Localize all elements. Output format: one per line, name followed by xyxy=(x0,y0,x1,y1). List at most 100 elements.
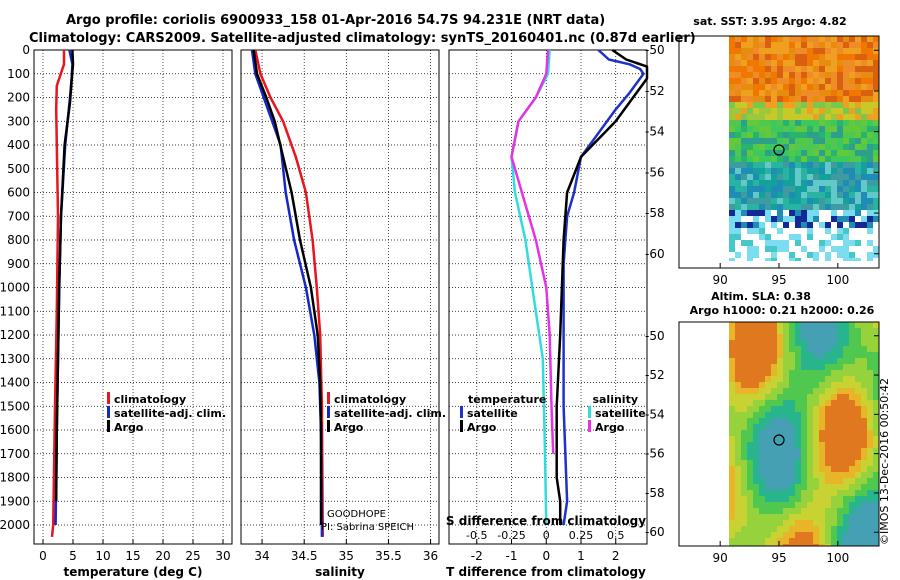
heatmap-cell xyxy=(735,406,741,412)
heatmap-cell xyxy=(849,442,855,448)
heatmap-cell xyxy=(819,454,825,460)
heatmap-cell xyxy=(831,192,837,198)
heatmap-cell xyxy=(819,538,825,544)
heatmap-cell xyxy=(843,538,849,544)
y-tick-label: 500 xyxy=(7,162,30,176)
heatmap-cell xyxy=(777,192,783,198)
heatmap-cell xyxy=(813,544,819,546)
heatmap-cell xyxy=(801,394,807,400)
heatmap-cell xyxy=(843,358,849,364)
heatmap-cell xyxy=(867,346,873,352)
heatmap-cell xyxy=(855,412,861,418)
heatmap-cell xyxy=(873,484,879,490)
heatmap-cell xyxy=(747,466,753,472)
heatmap-cell xyxy=(831,388,837,394)
x-tick-label: 1 xyxy=(577,549,585,563)
heatmap-cell xyxy=(789,126,795,132)
heatmap-cell xyxy=(861,406,867,412)
heatmap-cell xyxy=(771,240,777,246)
heatmap-cell xyxy=(819,394,825,400)
heatmap-cell xyxy=(771,358,777,364)
heatmap-cell xyxy=(813,490,819,496)
heatmap-cell xyxy=(735,454,741,460)
heatmap-cell xyxy=(795,84,801,90)
heatmap-cell xyxy=(849,532,855,538)
heatmap-cell xyxy=(873,216,879,222)
heatmap-cell xyxy=(735,120,741,126)
heatmap-cell xyxy=(753,108,759,114)
heatmap-cell xyxy=(735,54,741,60)
heatmap-cell xyxy=(729,346,735,352)
heatmap-cell xyxy=(813,328,819,334)
heatmap-cell xyxy=(867,376,873,382)
heatmap-cell xyxy=(813,400,819,406)
heatmap-cell xyxy=(735,430,741,436)
heatmap-cell xyxy=(831,126,837,132)
heatmap-cell xyxy=(849,406,855,412)
heatmap-cell xyxy=(801,174,807,180)
heatmap-cell xyxy=(831,144,837,150)
heatmap-cell xyxy=(801,144,807,150)
heatmap-cell xyxy=(873,246,879,252)
heatmap-cell xyxy=(873,532,879,538)
heatmap-cell xyxy=(771,496,777,502)
heatmap-cell xyxy=(807,150,813,156)
heatmap-cell xyxy=(753,210,759,216)
heatmap-cell xyxy=(741,532,747,538)
heatmap-cell xyxy=(759,382,765,388)
heatmap-cell xyxy=(855,436,861,442)
heatmap-cell xyxy=(795,502,801,508)
salinity-grid xyxy=(241,50,439,544)
heatmap-cell xyxy=(735,150,741,156)
heatmap-cell xyxy=(729,42,735,48)
heatmap-cell xyxy=(753,520,759,526)
heatmap-cell xyxy=(819,388,825,394)
salinity-panel: 34 34.5 35 35.5 36 salinity climatology sate… xyxy=(240,49,446,579)
heatmap-cell xyxy=(753,192,759,198)
heatmap-cell xyxy=(735,78,741,84)
heatmap-cell xyxy=(771,246,777,252)
y-tick-label: 400 xyxy=(7,138,30,152)
heatmap-cell xyxy=(753,508,759,514)
x-tick-label: 20 xyxy=(155,549,170,563)
heatmap-cell xyxy=(807,222,813,228)
heatmap-cell xyxy=(831,108,837,114)
heatmap-cell xyxy=(849,340,855,346)
heatmap-cell xyxy=(831,502,837,508)
heatmap-cell xyxy=(867,496,873,502)
heatmap-cell xyxy=(795,216,801,222)
heatmap-cell xyxy=(765,340,771,346)
heatmap-cell xyxy=(843,96,849,102)
heatmap-cell xyxy=(729,418,735,424)
heatmap-cell xyxy=(813,114,819,120)
heatmap-cell xyxy=(825,400,831,406)
heatmap-cell xyxy=(843,364,849,370)
heatmap-cell xyxy=(819,520,825,526)
heatmap-cell xyxy=(765,168,771,174)
heatmap-cell xyxy=(807,216,813,222)
heatmap-cell xyxy=(759,496,765,502)
heatmap-cell xyxy=(831,466,837,472)
heatmap-cell xyxy=(831,186,837,192)
heatmap-cell xyxy=(867,364,873,370)
heatmap-cell xyxy=(777,48,783,54)
heatmap-cell xyxy=(729,234,735,240)
heatmap-cell xyxy=(777,418,783,424)
heatmap-cell xyxy=(735,376,741,382)
heatmap-cell xyxy=(807,162,813,168)
heatmap-cell xyxy=(753,442,759,448)
heatmap-cell xyxy=(795,520,801,526)
heatmap-cell xyxy=(729,472,735,478)
heatmap-cell xyxy=(837,150,843,156)
heatmap-cell xyxy=(729,198,735,204)
heatmap-cell xyxy=(753,472,759,478)
heatmap-cell xyxy=(855,490,861,496)
heatmap-cell xyxy=(747,60,753,66)
heatmap-cell xyxy=(861,78,867,84)
heatmap-cell xyxy=(837,340,843,346)
heatmap-cell xyxy=(765,108,771,114)
heatmap-cell xyxy=(807,496,813,502)
heatmap-cell xyxy=(777,346,783,352)
heatmap-cell xyxy=(747,358,753,364)
heatmap-cell xyxy=(759,66,765,72)
